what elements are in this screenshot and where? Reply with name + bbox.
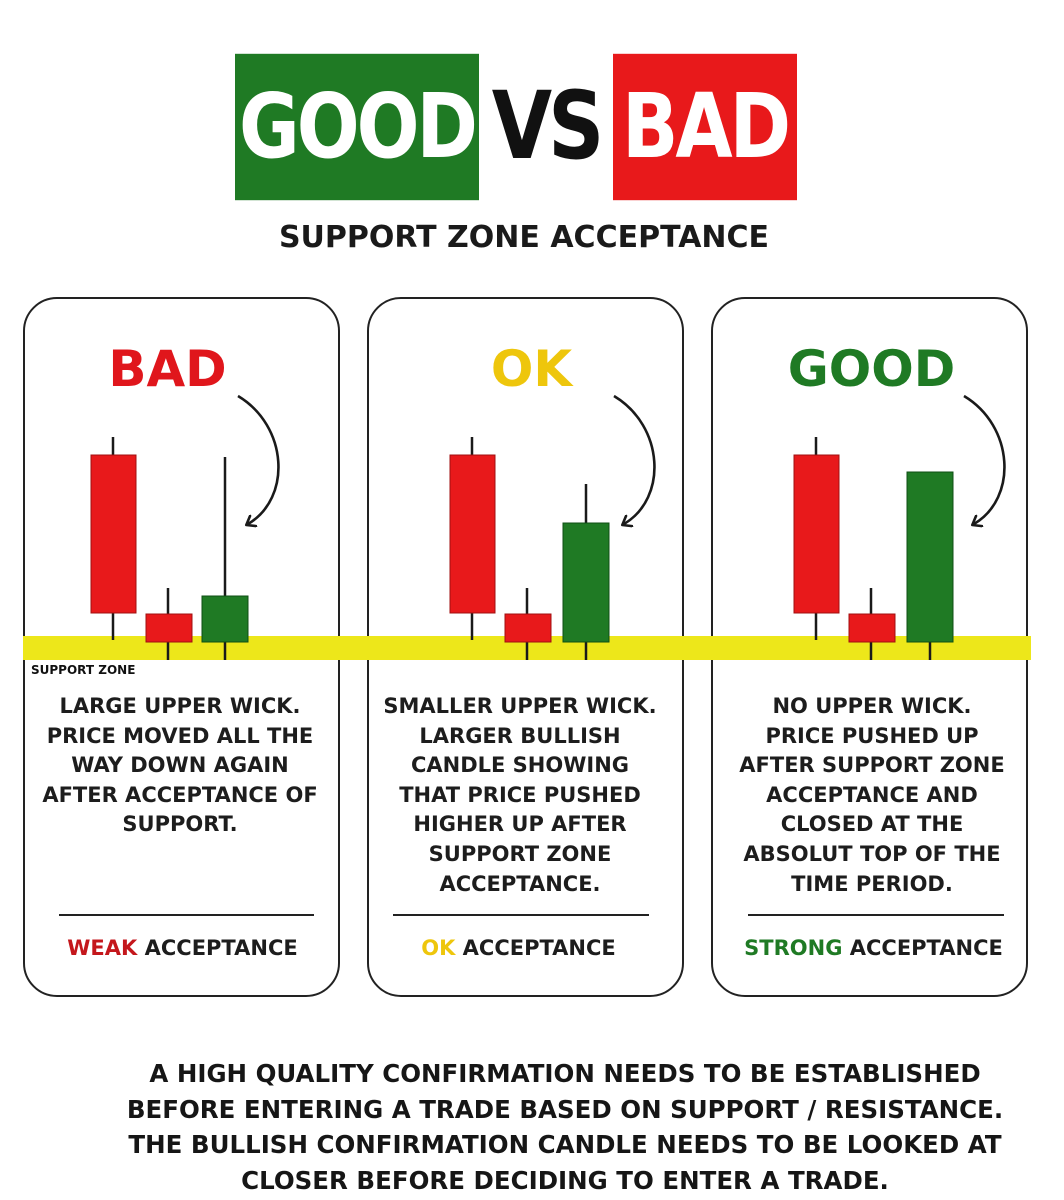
bullish-candle — [906, 471, 954, 643]
description-line: ACCEPTANCE AND — [766, 782, 978, 807]
curved-arrow-icon — [963, 394, 1006, 524]
divider — [59, 914, 314, 916]
description-line: PRICE PUSHED UP — [765, 723, 979, 748]
description-line: PRICE MOVED ALL THE — [46, 723, 314, 748]
acceptance-keyword: WEAK — [67, 936, 138, 960]
support-zone-label: SUPPORT ZONE — [31, 663, 136, 677]
curved-arrow-icon — [613, 394, 656, 524]
description-line: THAT PRICE PUSHED — [399, 782, 641, 807]
acceptance-suffix: ACCEPTANCE — [842, 936, 1003, 960]
footer-line: A HIGH QUALITY CONFIRMATION NEEDS TO BE … — [149, 1059, 981, 1088]
acceptance-weak: WEAK ACCEPTANCE — [24, 936, 341, 960]
description-line: LARGER BULLISH — [419, 723, 621, 748]
description-line: TIME PERIOD. — [791, 871, 953, 896]
description-ok: SMALLER UPPER WICK. LARGER BULLISH CANDL… — [370, 692, 670, 899]
acceptance-suffix: ACCEPTANCE — [455, 936, 616, 960]
acceptance-strong: STRONG ACCEPTANCE — [715, 936, 1032, 960]
acceptance-keyword: STRONG — [744, 936, 843, 960]
divider — [748, 914, 1004, 916]
bullish-candle — [201, 595, 249, 643]
description-line: HIGHER UP AFTER — [413, 812, 627, 837]
description-line: SUPPORT. — [122, 812, 238, 837]
description-line: WAY DOWN AGAIN — [71, 753, 289, 778]
bullish-candle — [562, 522, 610, 643]
acceptance-ok: OK ACCEPTANCE — [360, 936, 677, 960]
description-line: CLOSED AT THE — [780, 812, 964, 837]
panel-title-ok: OK — [490, 340, 573, 398]
acceptance-keyword: OK — [421, 936, 456, 960]
bearish-candle — [793, 454, 840, 614]
description-line: SUPPORT ZONE — [428, 841, 612, 866]
panel-bad-candles — [90, 394, 280, 660]
description-line: ABSOLUT TOP OF THE — [743, 841, 1001, 866]
bad-label: BAD — [621, 75, 791, 179]
good-label: GOOD — [239, 75, 478, 179]
description-line: NO UPPER WICK. — [772, 694, 972, 718]
acceptance-suffix: ACCEPTANCE — [137, 936, 298, 960]
footer-line: CLOSER BEFORE DECIDING TO ENTER A TRADE. — [241, 1165, 889, 1195]
panel-ok-candles — [449, 394, 656, 660]
description-good: NO UPPER WICK. PRICE PUSHED UP AFTER SUP… — [722, 692, 1022, 899]
divider — [393, 914, 649, 916]
footer-note: A HIGH QUALITY CONFIRMATION NEEDS TO BE … — [80, 1056, 1050, 1198]
panel-title-good: GOOD — [787, 340, 956, 398]
bearish-candle — [449, 454, 496, 614]
small-bearish-candle — [504, 613, 552, 643]
description-line: AFTER ACCEPTANCE OF — [42, 782, 318, 807]
panel-title-bad: BAD — [108, 340, 227, 398]
description-bad: LARGE UPPER WICK. PRICE MOVED ALL THE WA… — [30, 692, 330, 840]
curved-arrow-icon — [237, 394, 280, 524]
description-line: CANDLE SHOWING — [410, 753, 630, 778]
bearish-candle — [90, 454, 137, 614]
description-line: SMALLER UPPER WICK. — [383, 694, 657, 718]
footer-line: THE BULLISH CONFIRMATION CANDLE NEEDS TO… — [128, 1130, 1002, 1159]
small-bearish-candle — [848, 613, 896, 643]
subtitle: SUPPORT ZONE ACCEPTANCE — [278, 220, 770, 255]
description-line: AFTER SUPPORT ZONE — [739, 753, 1005, 778]
vs-label: VS — [491, 73, 605, 181]
description-line: LARGE UPPER WICK. — [59, 694, 301, 718]
panel-good-candles — [793, 394, 1006, 660]
bad-badge: BAD — [613, 53, 797, 201]
good-badge: GOOD — [235, 53, 479, 201]
description-line: ACCEPTANCE. — [439, 871, 601, 896]
small-bearish-candle — [145, 613, 193, 643]
footer-line: BEFORE ENTERING A TRADE BASED ON SUPPORT… — [126, 1094, 1004, 1124]
